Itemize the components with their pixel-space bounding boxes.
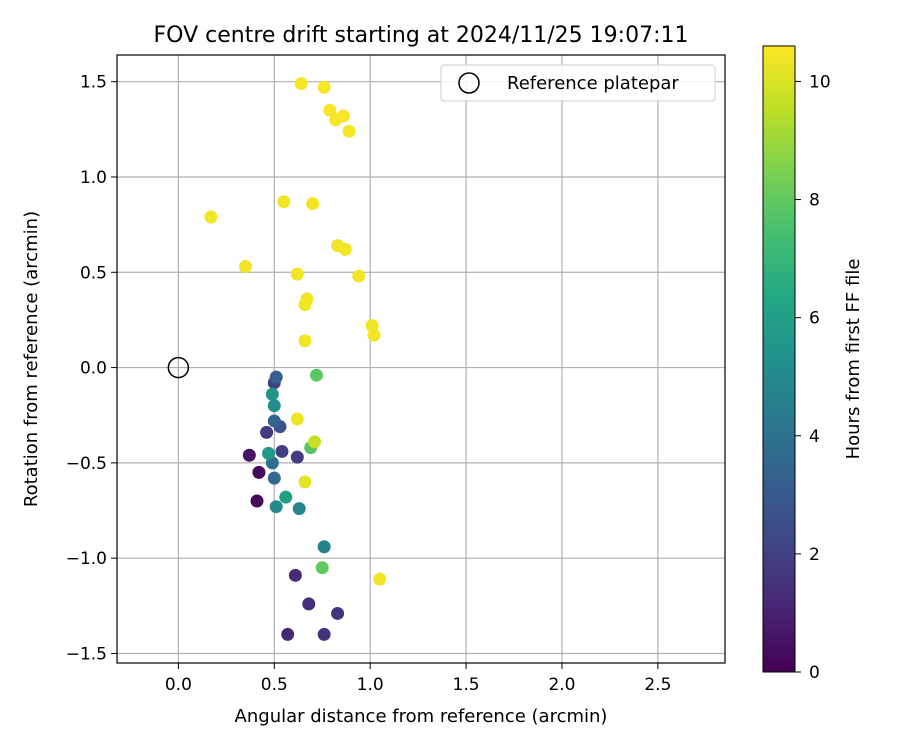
data-point <box>277 195 291 209</box>
x-tick-label: 1.0 <box>357 675 384 695</box>
data-point <box>290 267 304 281</box>
x-tick-label: 0.0 <box>165 675 192 695</box>
x-tick-label: 1.5 <box>453 675 480 695</box>
data-point <box>267 414 281 428</box>
data-point <box>300 292 314 306</box>
data-point <box>294 77 308 91</box>
colorbar-tick-label: 0 <box>809 663 820 683</box>
scatter-points <box>204 77 387 641</box>
data-point <box>309 368 323 382</box>
data-point <box>267 399 281 413</box>
data-point <box>281 627 295 641</box>
plot-area-frame <box>116 54 726 664</box>
x-axis-label: Angular distance from reference (arcmin) <box>235 706 608 727</box>
y-tick-label: −1.5 <box>66 644 107 664</box>
data-point <box>269 370 283 384</box>
y-tick-label: 1.5 <box>80 73 107 93</box>
grid-lines <box>117 55 725 663</box>
data-point <box>275 444 289 458</box>
colorbar <box>762 45 796 673</box>
legend: Reference platepar <box>440 64 716 102</box>
y-tick-label: 0.5 <box>80 263 107 283</box>
legend-box <box>440 64 716 102</box>
y-axis-label: Rotation from reference (arcmin) <box>21 211 42 507</box>
data-point <box>373 572 387 586</box>
data-point <box>329 113 343 127</box>
data-point <box>317 540 331 554</box>
data-point <box>338 242 352 256</box>
y-tick-label: −1.0 <box>66 549 107 569</box>
x-tick-label: 2.5 <box>644 675 671 695</box>
legend-label: Reference platepar <box>507 73 679 94</box>
colorbar-tick-label: 4 <box>809 427 820 447</box>
data-point <box>265 387 279 401</box>
data-point <box>292 502 306 516</box>
data-point <box>306 197 320 211</box>
data-point <box>252 465 266 479</box>
data-point <box>302 597 316 611</box>
data-point <box>315 561 329 575</box>
colorbar-tick-label: 10 <box>809 72 831 92</box>
y-tick-label: 0.0 <box>80 359 107 379</box>
data-point <box>298 334 312 348</box>
data-point <box>250 494 264 508</box>
y-axis-ticks: −1.5 −1.0 −0.5 0.0 0.5 1.0 1.5 <box>66 73 117 664</box>
reference-platepar-marker <box>167 356 190 379</box>
x-axis-ticks: 0.0 0.5 1.0 1.5 2.0 2.5 <box>165 663 671 695</box>
data-point <box>260 425 274 439</box>
colorbar-tick-label: 2 <box>809 545 820 565</box>
data-point <box>242 448 256 462</box>
data-point <box>331 606 345 620</box>
x-tick-label: 0.5 <box>261 675 288 695</box>
data-point <box>267 471 281 485</box>
data-point <box>269 500 283 514</box>
data-point <box>239 260 253 274</box>
data-point <box>262 446 276 460</box>
colorbar-label: Hours from first FF file <box>843 259 864 460</box>
x-tick-label: 2.0 <box>548 675 575 695</box>
data-point <box>308 435 322 449</box>
data-point <box>298 475 312 489</box>
data-point <box>367 328 381 342</box>
data-point <box>317 80 331 94</box>
data-point <box>290 412 304 426</box>
data-point <box>317 627 331 641</box>
data-point <box>323 103 337 117</box>
colorbar-tick-label: 6 <box>809 309 820 329</box>
chart-title: FOV centre drift starting at 2024/11/25 … <box>154 23 689 48</box>
data-point <box>204 210 218 224</box>
y-tick-label: −0.5 <box>66 454 107 474</box>
y-tick-label: 1.0 <box>80 168 107 188</box>
colorbar-ticks: 0 2 4 6 8 10 <box>795 72 831 683</box>
data-point <box>290 450 304 464</box>
colorbar-tick-label: 8 <box>809 191 820 211</box>
data-point <box>342 124 356 138</box>
data-point <box>279 490 293 504</box>
data-point <box>288 568 302 582</box>
data-point <box>352 269 366 283</box>
legend-marker <box>458 72 480 94</box>
